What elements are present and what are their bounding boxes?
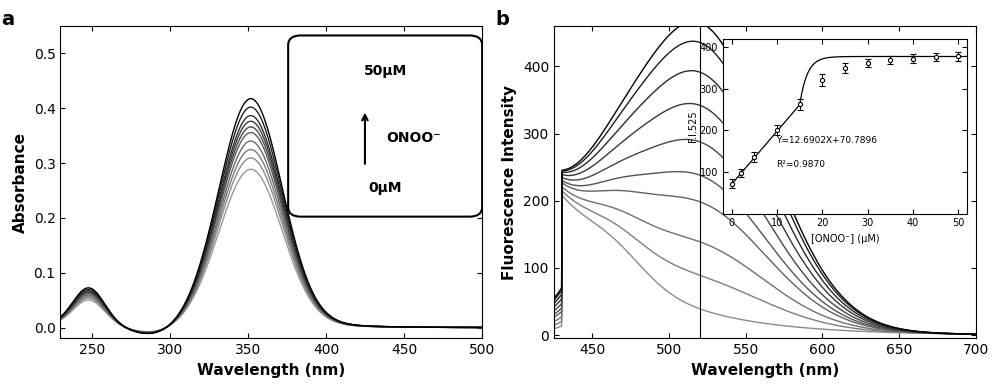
Y-axis label: Absorbance: Absorbance xyxy=(13,132,28,233)
Text: b: b xyxy=(495,11,509,30)
X-axis label: Wavelength (nm): Wavelength (nm) xyxy=(691,363,839,378)
FancyBboxPatch shape xyxy=(288,35,482,217)
Y-axis label: Fluorescence Intensity: Fluorescence Intensity xyxy=(502,85,517,280)
Text: ONOO⁻: ONOO⁻ xyxy=(386,131,441,145)
Text: 50μM: 50μM xyxy=(364,63,407,77)
Text: 0μM: 0μM xyxy=(368,181,402,195)
X-axis label: Wavelength (nm): Wavelength (nm) xyxy=(197,363,345,378)
Text: a: a xyxy=(1,11,15,30)
